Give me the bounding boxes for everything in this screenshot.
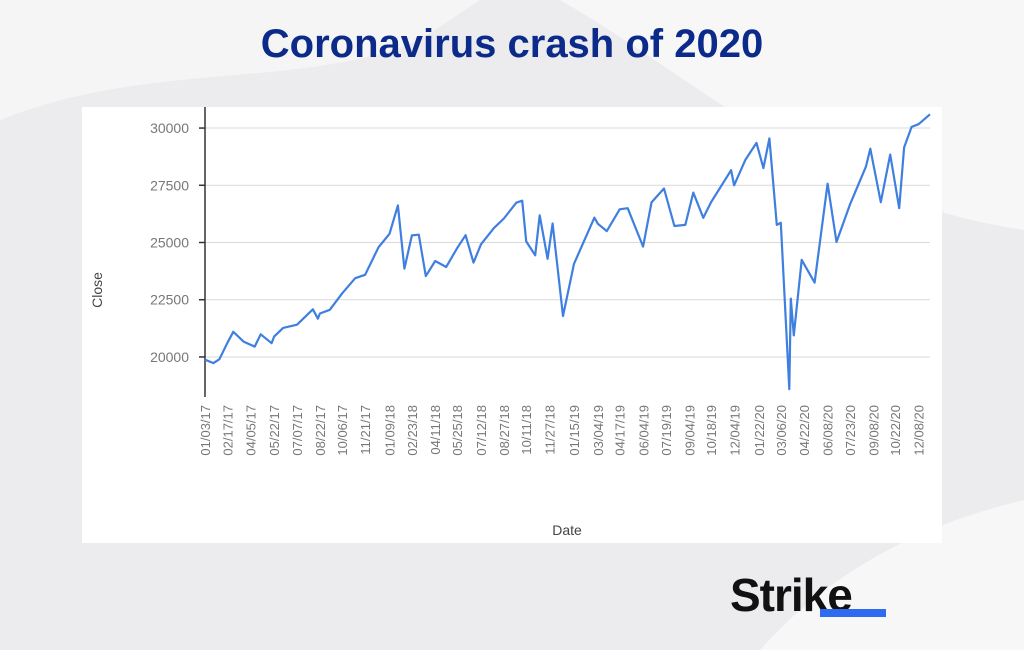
y-tick-label: 22500 — [150, 292, 189, 308]
x-tick-label: 03/04/19 — [591, 405, 606, 456]
chart-title: Coronavirus crash of 2020 — [260, 22, 764, 66]
x-tick-label: 01/03/17 — [198, 405, 213, 456]
x-tick-label: 04/22/20 — [797, 405, 812, 456]
brand-accent — [820, 609, 886, 617]
x-tick-label: 03/06/20 — [774, 405, 789, 456]
y-tick-label: 20000 — [150, 349, 189, 365]
x-tick-label: 11/27/18 — [543, 405, 558, 455]
x-tick-label: 10/11/18 — [519, 405, 534, 455]
chart-card — [82, 107, 942, 543]
data-line — [204, 113, 931, 391]
x-tick-label: 07/23/20 — [843, 405, 858, 456]
x-tick-label: 08/27/18 — [497, 405, 512, 456]
x-tick-label: 01/09/18 — [382, 405, 397, 456]
x-tick-label: 05/25/18 — [450, 405, 465, 456]
x-tick-label: 04/17/19 — [613, 405, 628, 456]
x-tick-label: 05/22/17 — [267, 405, 282, 456]
x-tick-label: 04/11/18 — [428, 405, 443, 455]
x-tick-label: 11/21/17 — [358, 405, 373, 455]
x-tick-label: 08/22/17 — [313, 405, 328, 456]
x-tick-label: 09/08/20 — [866, 405, 881, 456]
x-tick-label: 02/17/17 — [220, 405, 235, 456]
x-tick-label: 09/04/19 — [682, 405, 697, 456]
x-tick-label: 01/22/20 — [752, 405, 767, 456]
x-axis-label: Date — [552, 522, 582, 538]
x-tick-label: 10/06/17 — [335, 405, 350, 456]
x-tick-label: 10/22/20 — [888, 405, 903, 456]
x-tick-label: 10/18/19 — [704, 405, 719, 456]
x-tick-label: 04/05/17 — [244, 405, 259, 456]
x-tick-label: 12/08/20 — [912, 405, 927, 456]
x-tick-label: 02/23/18 — [405, 405, 420, 456]
x-tick-label: 12/04/19 — [728, 405, 743, 456]
y-tick-label: 30000 — [150, 120, 189, 136]
x-tick-label: 06/04/19 — [637, 405, 652, 456]
x-tick-label: 07/12/18 — [474, 405, 489, 456]
x-tick-label: 07/07/17 — [290, 405, 305, 456]
x-tick-label: 01/15/19 — [567, 405, 582, 456]
y-axis-label: Close — [89, 272, 105, 308]
y-tick-label: 25000 — [150, 235, 189, 251]
y-tick-label: 27500 — [150, 177, 189, 193]
x-tick-label: 07/19/19 — [659, 405, 674, 456]
x-tick-label: 06/08/20 — [821, 405, 836, 456]
